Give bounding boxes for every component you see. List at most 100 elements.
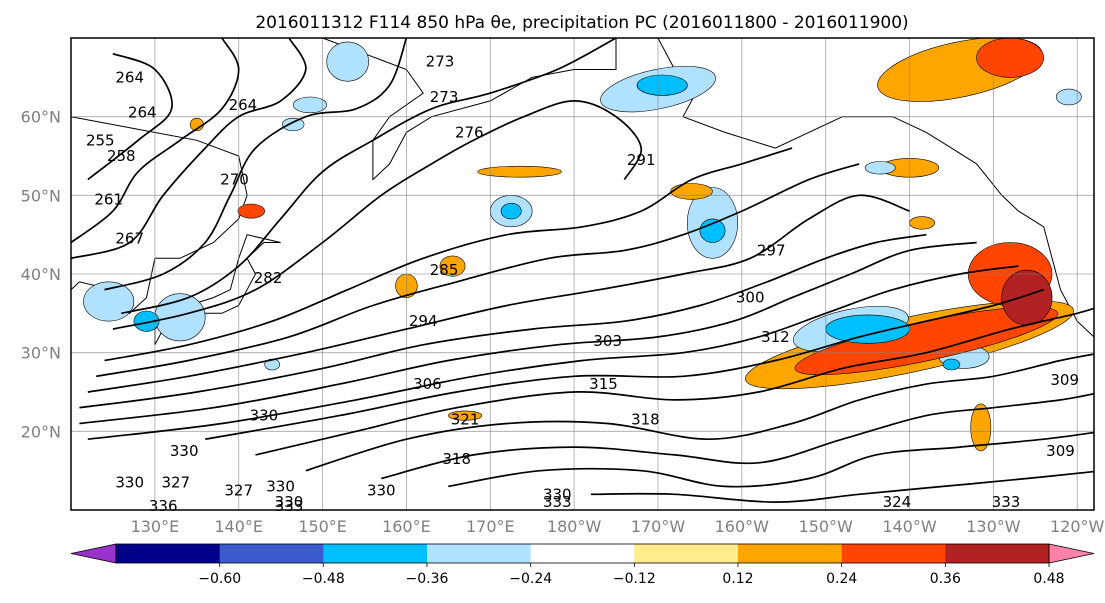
longitude-tick-label: 130°W: [966, 517, 1021, 536]
positive-precip-pc-region: [670, 183, 713, 200]
theta-e-contour-label: 330: [266, 477, 295, 495]
chart-title: 2016011312 F114 850 hPa θe, precipitatio…: [255, 13, 908, 33]
theta-e-isoline-300: [87, 265, 1019, 441]
theta-e-contour-label: 327: [161, 474, 190, 492]
theta-e-contour-label: 321: [451, 411, 480, 429]
theta-e-contour-label: 330: [250, 407, 279, 425]
theta-e-isoline-294: [79, 233, 927, 409]
theta-e-contour-label: 330: [543, 485, 572, 503]
theta-e-contour-label: 303: [593, 332, 622, 350]
theta-e-contour-label: 336: [149, 497, 178, 515]
longitude-tick-label: 160°E: [382, 517, 431, 536]
theta-e-contour-label: 255: [86, 131, 115, 149]
colorbar-segment: [427, 544, 532, 563]
theta-e-contour-label: 264: [115, 68, 144, 86]
theta-e-isoline-315: [381, 392, 1094, 480]
latitude-tick-label: 50°N: [21, 186, 61, 205]
theta-e-contour-label: 330: [115, 474, 144, 492]
longitude-tick-label: 130°E: [131, 517, 180, 536]
colorbar: −0.60 −0.48 −0.36 −0.24 −0.12 0.12 0.24 0.36 0.4…: [70, 543, 1095, 587]
negative-precip-pc-region: [326, 41, 370, 82]
theta-e-contour-label: 330: [275, 493, 304, 511]
longitude-tick-label: 180°W: [547, 517, 602, 536]
negative-precip-pc-region: [83, 281, 135, 322]
theta-e-contour-label: 324: [883, 493, 912, 511]
negative-precip-pc-region: [292, 96, 328, 114]
theta-e-contour-label: 330: [170, 442, 199, 460]
positive-precip-pc-region: [448, 410, 483, 421]
theta-e-contour-label: 276: [455, 123, 484, 141]
latitude-tick-label: 40°N: [21, 265, 61, 284]
theta-e-isoline-303: [205, 288, 1044, 441]
theta-e-contour-label: 258: [107, 147, 136, 165]
map-area: [71, 38, 1094, 510]
theta-e-isoline-312: [305, 353, 1094, 472]
theta-e-contour-label: 291: [627, 151, 656, 169]
positive-precip-pc-region: [909, 216, 936, 230]
theta-e-contour-label: 330: [367, 481, 396, 499]
theta-e-contours: [71, 38, 1094, 503]
theta-e-isoline-291: [87, 194, 910, 393]
colorbar-tick-label: 0.48: [1033, 571, 1064, 587]
longitude-tick-label: 170°W: [631, 517, 686, 536]
positive-precip-pc-region: [976, 38, 1044, 78]
map-gridlines: [71, 38, 1094, 510]
theta-e-contour-label: 264: [128, 104, 157, 122]
latitude-tick-label: 30°N: [21, 344, 61, 363]
theta-e-contour-label: 315: [589, 375, 618, 393]
longitude-tick-label: 150°E: [298, 517, 347, 536]
negative-precip-pc-region: [825, 314, 910, 344]
colorbar-segment: [530, 544, 635, 563]
theta-e-isoline-264: [71, 38, 307, 260]
colorbar-segment: [323, 544, 428, 563]
theta-e-contour-label: 327: [224, 481, 253, 499]
colorbar-extend-low: [70, 543, 117, 564]
theta-e-isoline-306: [255, 307, 1094, 456]
theta-e-contour-label: 282: [254, 269, 283, 287]
theta-e-isoline-273: [121, 38, 617, 315]
longitude-tick-label: 140°E: [214, 517, 263, 536]
longitude-tick-labels: 130°E 140°E 150°E 160°E 170°E 180°W 170°W 160°W…: [131, 517, 1105, 536]
colorbar-tick-label: −0.12: [613, 571, 656, 587]
positive-precip-pc-region: [237, 203, 266, 219]
theta-e-contour-label: 273: [430, 88, 459, 106]
theta-e-contour-label: 333: [275, 497, 304, 515]
negative-precip-pc-region: [636, 74, 688, 96]
longitude-tick-label: 120°W: [1050, 517, 1105, 536]
theta-e-isoline-297: [79, 241, 977, 425]
colorbar-tick-label: −0.48: [302, 571, 345, 587]
negative-precip-pc-region: [1055, 88, 1082, 106]
longitude-tick-label: 160°W: [715, 517, 770, 536]
colorbar-segment: [738, 544, 843, 563]
latitude-tick-label: 20°N: [21, 422, 61, 441]
negative-precip-pc-region: [133, 310, 160, 332]
theta-e-contour-label: 333: [543, 493, 572, 511]
colorbar-tick-label: 0.24: [826, 571, 857, 587]
colorbar-tick-label: −0.24: [509, 571, 552, 587]
theta-e-isoline-318: [448, 431, 1094, 488]
positive-precip-pc-region: [477, 165, 562, 178]
theta-e-contour-label: 294: [409, 312, 438, 330]
colorbar-extend-high: [1048, 543, 1095, 564]
colorbar-segment: [219, 544, 324, 563]
colorbar-segment: [841, 544, 946, 563]
theta-e-contour-label: 297: [757, 241, 786, 259]
negative-precip-pc-region: [699, 218, 726, 243]
theta-e-contour-label: 318: [442, 450, 471, 468]
theta-e-contour-label: 270: [220, 171, 249, 189]
theta-e-contour-label: 333: [992, 493, 1021, 511]
colorbar-segment: [634, 544, 739, 563]
colorbar-tick-label: 0.36: [930, 571, 961, 587]
negative-precip-pc-region: [942, 358, 961, 371]
theta-e-contour-label: 318: [631, 411, 660, 429]
theta-e-contour-label: 267: [115, 230, 144, 248]
landmass-coastline: [71, 38, 617, 181]
negative-precip-pc-region: [282, 117, 305, 132]
theta-e-contour-label: 285: [430, 261, 459, 279]
colorbar-segment: [116, 544, 221, 563]
latitude-tick-labels: 20°N 30°N 40°N 50°N 60°N: [21, 108, 61, 442]
positive-precip-pc-region: [970, 403, 992, 452]
colorbar-tick-label: −0.60: [198, 571, 241, 587]
theta-e-contour-label: 309: [1050, 371, 1079, 389]
